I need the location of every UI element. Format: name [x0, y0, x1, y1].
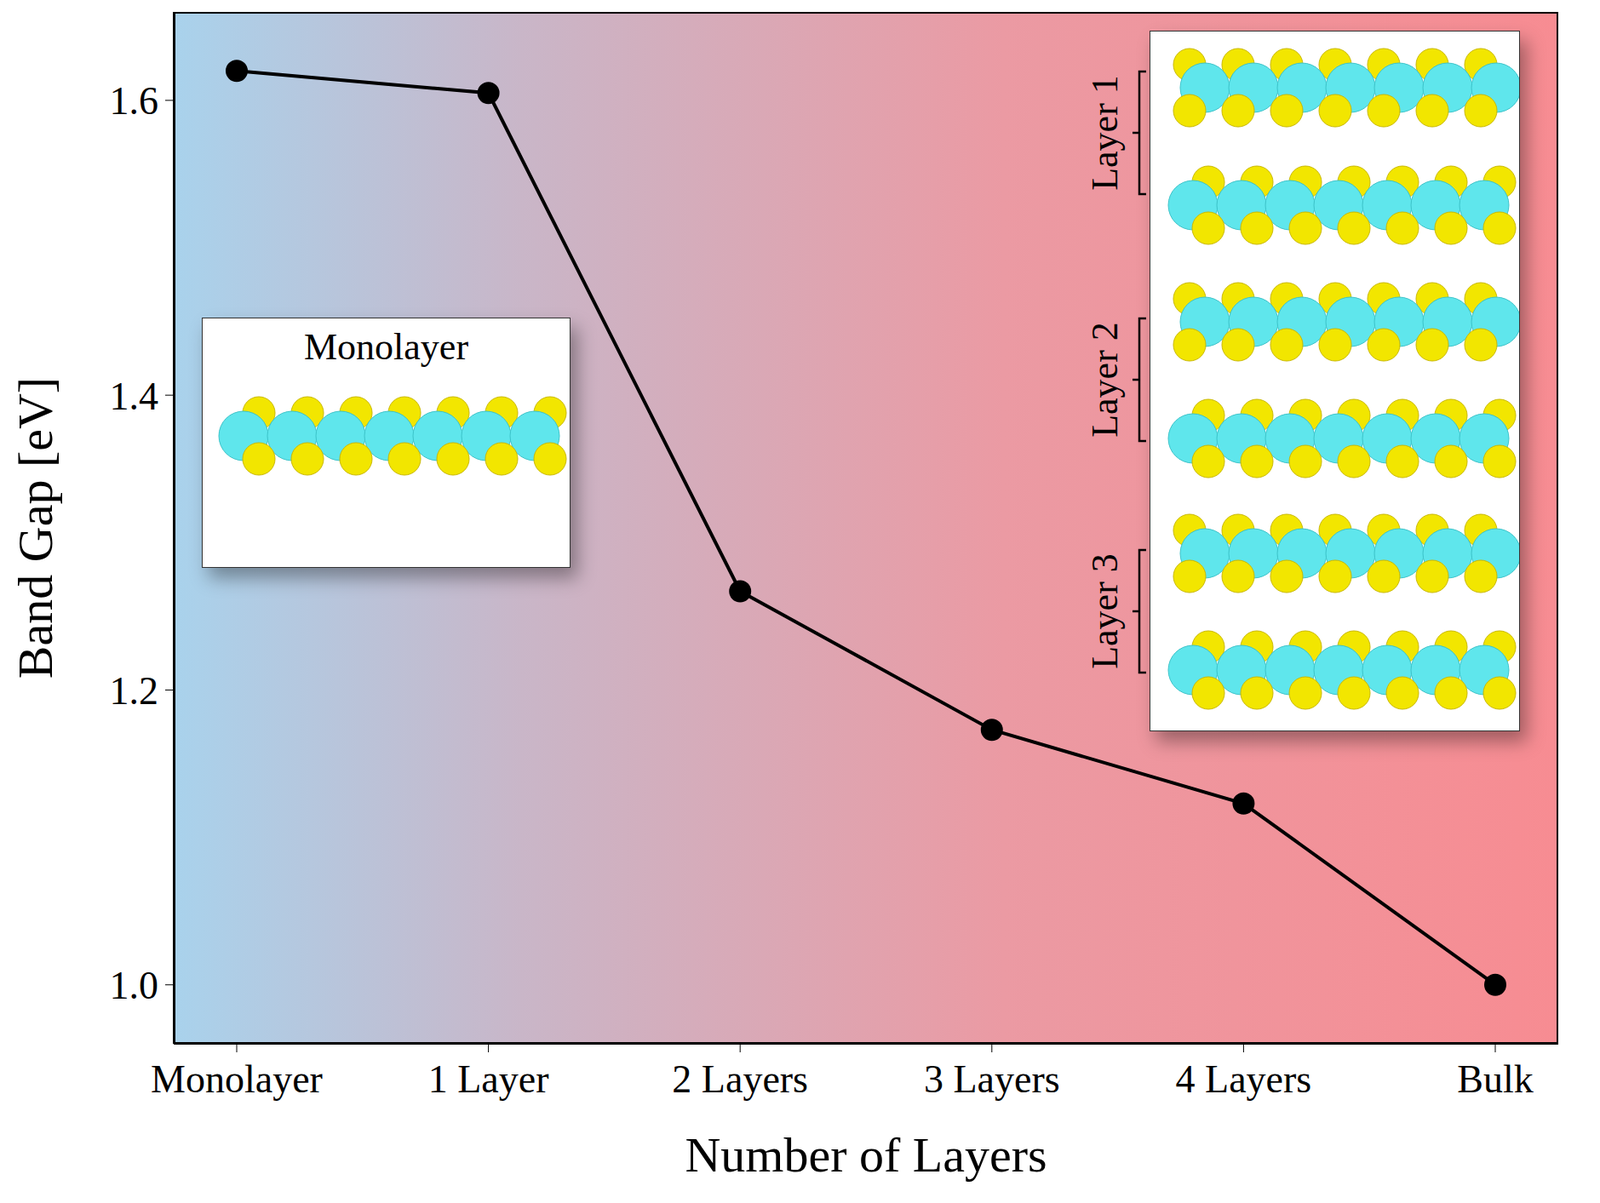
html-text:Band Gap [eV]: Band Gap [eV]	[7, 377, 64, 679]
svg-text:Layer 2: Layer 2	[1083, 321, 1126, 438]
html-text:Number of Layers: Number of Layers	[684, 1127, 1048, 1183]
svg-text:1.6: 1.6	[109, 79, 160, 123]
svg-text:Monolayer: Monolayer	[150, 1057, 323, 1102]
svg-text:2 Layers: 2 Layers	[671, 1057, 809, 1102]
svg-text:1.2: 1.2	[109, 669, 160, 713]
svg-text:3 Layers: 3 Layers	[923, 1057, 1061, 1102]
svg-text:Bulk: Bulk	[1456, 1057, 1533, 1102]
svg-text:1 Layer: 1 Layer	[428, 1057, 550, 1102]
svg-text:Layer 1: Layer 1	[1083, 74, 1126, 191]
html-text:Monolayer: Monolayer	[303, 326, 469, 368]
svg-text:1.4: 1.4	[109, 374, 160, 419]
svg-text:4 Layers: 4 Layers	[1175, 1057, 1313, 1102]
svg-text:1.0: 1.0	[109, 963, 160, 1008]
svg-text:Layer 3: Layer 3	[1083, 553, 1126, 670]
